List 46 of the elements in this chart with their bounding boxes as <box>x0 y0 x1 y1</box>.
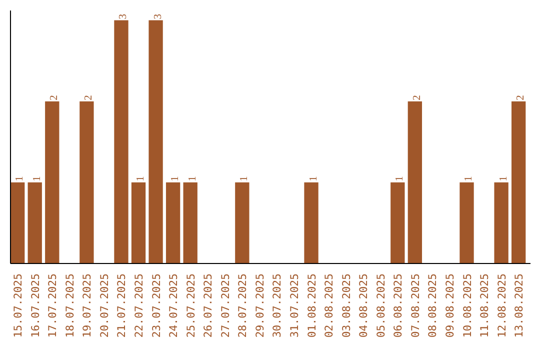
x-tick-label: 02.08.2025 <box>322 274 336 338</box>
x-tick-label: 16.07.2025 <box>28 274 42 338</box>
x-tick-label: 13.08.2025 <box>512 274 526 338</box>
x-tick-label: 28.07.2025 <box>236 274 250 338</box>
data-label: 3 <box>118 14 130 20</box>
data-label: 1 <box>308 176 320 182</box>
x-tick-label: 19.07.2025 <box>80 274 94 338</box>
data-label: 1 <box>170 176 182 182</box>
data-label: 1 <box>14 176 26 182</box>
x-tick-label: 17.07.2025 <box>46 274 60 338</box>
x-tick-label: 04.08.2025 <box>357 274 370 338</box>
data-label: 2 <box>516 94 527 100</box>
x-tick-label: 07.08.2025 <box>408 274 422 338</box>
x-tick-label: 24.07.2025 <box>167 274 180 338</box>
x-tick-label: 01.08.2025 <box>305 274 318 338</box>
data-label: 1 <box>32 176 43 182</box>
data-label: 2 <box>49 94 60 100</box>
x-tick-label: 21.07.2025 <box>115 274 128 338</box>
x-tick-label: 26.07.2025 <box>202 274 215 338</box>
x-tick-label: 11.08.2025 <box>478 274 492 338</box>
data-label: 3 <box>152 14 164 20</box>
data-label: 1 <box>239 176 250 182</box>
x-tick-label: 05.08.2025 <box>374 274 388 338</box>
x-tick-label: 20.07.2025 <box>98 274 111 338</box>
x-tick-label: 15.07.2025 <box>12 274 25 338</box>
x-tick-label: 29.07.2025 <box>253 274 266 338</box>
x-tick-label: 31.07.2025 <box>288 274 301 338</box>
x-tick-label: 06.08.2025 <box>392 274 405 338</box>
x-tick-label: 23.07.2025 <box>150 274 163 338</box>
x-tick-label: 22.07.2025 <box>132 274 146 338</box>
data-label: 1 <box>136 176 147 182</box>
x-tick-label: 12.08.2025 <box>495 274 508 338</box>
x-tick-label: 03.08.2025 <box>340 274 353 338</box>
x-tick-label: 18.07.2025 <box>63 274 76 338</box>
data-label: 2 <box>412 94 423 100</box>
x-tick-label: 25.07.2025 <box>184 274 198 338</box>
data-label: 1 <box>498 176 510 182</box>
x-tick-label: 08.08.2025 <box>426 274 440 338</box>
x-tick-label: 09.08.2025 <box>443 274 456 338</box>
x-tick-label: 30.07.2025 <box>270 274 284 338</box>
x-tick-label: 27.07.2025 <box>218 274 232 338</box>
data-label: 2 <box>84 94 95 100</box>
data-label: 1 <box>464 176 475 182</box>
data-label: 1 <box>394 176 406 182</box>
x-tick-label: 10.08.2025 <box>460 274 474 338</box>
data-label: 1 <box>187 176 198 182</box>
